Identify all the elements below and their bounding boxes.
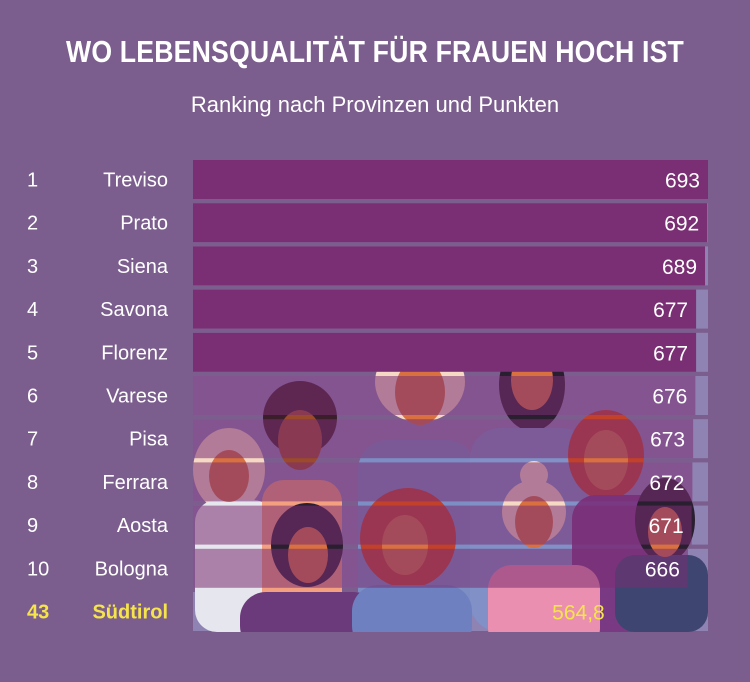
rank-label: 8 [27, 472, 38, 494]
bar [193, 203, 708, 243]
value-label: 677 [653, 342, 688, 365]
province-label: Siena [117, 256, 169, 278]
bar [193, 592, 613, 631]
figure-body-8 [352, 585, 472, 632]
bar [193, 376, 696, 415]
value-label: 676 [652, 386, 687, 409]
value-label: 671 [649, 515, 684, 538]
chart-title: WO LEBENSQUALITÄT FÜR FRAUEN HOCH IST [65, 34, 685, 69]
rank-label: 6 [27, 386, 38, 408]
value-label: 672 [649, 472, 684, 495]
province-label: Prato [120, 213, 168, 235]
province-label: Aosta [117, 515, 169, 537]
bar [193, 419, 694, 459]
value-label: 666 [645, 558, 680, 581]
province-label: Ferrara [102, 472, 168, 494]
province-label: Florenz [101, 342, 168, 364]
figure-body-7 [240, 592, 380, 632]
rank-label: 3 [27, 256, 38, 278]
bar [193, 548, 688, 588]
province-label: Südtirol [92, 602, 168, 624]
value-label: 673 [650, 429, 685, 452]
bar [193, 332, 697, 372]
value-label: 677 [653, 299, 688, 322]
bar [193, 246, 706, 286]
province-label: Treviso [103, 170, 168, 192]
value-label: 692 [664, 213, 699, 236]
rank-label: 9 [27, 515, 38, 537]
value-label: 693 [665, 170, 700, 193]
rank-label: 10 [27, 558, 49, 580]
bars [193, 160, 708, 631]
bar [193, 462, 693, 502]
province-label: Savona [100, 299, 169, 321]
province-label: Varese [106, 386, 168, 408]
bar [193, 160, 708, 199]
rank-label: 43 [27, 602, 49, 624]
rank-label: 1 [27, 170, 38, 192]
rank-label: 4 [27, 299, 38, 321]
rank-label: 5 [27, 342, 38, 364]
province-label: Pisa [129, 429, 169, 451]
province-label: Bologna [95, 558, 169, 580]
bar [193, 505, 692, 545]
chart-subtitle: Ranking nach Provinzen und Punkten [190, 92, 560, 117]
value-label: 689 [662, 256, 697, 279]
bar [193, 289, 697, 329]
rank-label: 7 [27, 429, 38, 451]
value-label: 564,8 [552, 602, 605, 625]
rank-label: 2 [27, 213, 38, 235]
